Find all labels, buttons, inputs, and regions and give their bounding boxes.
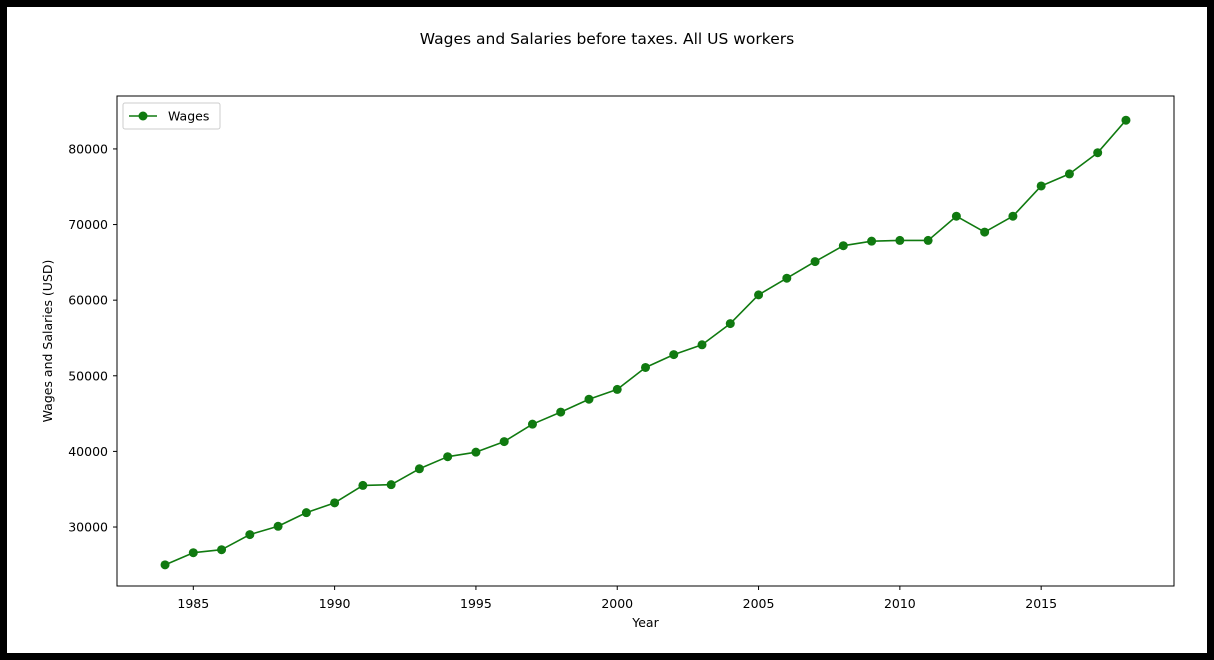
x-tick-label: 1985: [177, 596, 209, 611]
data-point: [386, 480, 396, 490]
data-point: [669, 350, 679, 360]
data-point: [527, 419, 537, 429]
data-point: [443, 452, 453, 462]
data-point: [641, 362, 650, 372]
x-tick-label: 2015: [1025, 596, 1057, 611]
x-tick-label: 2005: [743, 596, 775, 611]
data-point: [414, 464, 424, 474]
data-point: [217, 545, 227, 555]
data-point: [556, 407, 566, 417]
data-point: [810, 257, 820, 267]
data-point: [358, 480, 368, 490]
legend-box: [122, 102, 221, 130]
data-point: [330, 498, 340, 508]
data-point: [301, 508, 311, 518]
data-point: [895, 235, 905, 245]
data-point: [1093, 148, 1103, 158]
data-point: [584, 394, 594, 404]
y-tick-label: 40000: [68, 444, 108, 459]
x-axis-label: Year: [631, 615, 659, 630]
chart-title: Wages and Salaries before taxes. All US …: [419, 30, 795, 48]
legend-marker: [138, 111, 148, 121]
data-point: [499, 437, 509, 447]
data-point: [754, 290, 764, 300]
data-point: [612, 384, 622, 394]
y-tick-label: 30000: [68, 520, 108, 535]
x-tick-label: 2000: [601, 596, 633, 611]
data-point: [697, 340, 707, 350]
x-axis: 1985 1990 1995 2000 2005 2010 2015: [177, 586, 1057, 611]
data-point: [188, 548, 198, 558]
data-point: [782, 273, 792, 283]
data-point: [725, 319, 735, 329]
legend-label-wages: Wages: [168, 109, 209, 124]
y-axis: 30000 40000 50000 60000 70000 80000: [68, 141, 117, 535]
y-tick-label: 70000: [68, 217, 108, 232]
y-tick-label: 50000: [68, 368, 108, 383]
data-point: [160, 560, 170, 570]
y-tick-label: 80000: [68, 141, 108, 156]
series-line-wages: [164, 119, 1127, 566]
data-point: [951, 211, 961, 221]
data-point: [1121, 115, 1131, 125]
y-tick-label: 60000: [68, 293, 108, 308]
data-point: [980, 227, 990, 237]
data-point: [867, 236, 877, 246]
data-point: [1008, 211, 1018, 221]
data-point: [923, 235, 933, 245]
legend: Wages: [122, 102, 221, 130]
x-tick-label: 1990: [319, 596, 351, 611]
data-point: [838, 241, 848, 251]
data-point: [273, 521, 283, 531]
data-point: [1064, 169, 1074, 179]
plot-area: [116, 95, 1175, 587]
data-point: [245, 530, 255, 540]
data-point: [471, 447, 481, 457]
y-axis-label: Wages and Salaries (USD): [40, 260, 55, 423]
series-layer: [160, 115, 1131, 570]
x-tick-label: 1995: [460, 596, 492, 611]
x-tick-label: 2010: [884, 596, 916, 611]
data-point: [1036, 181, 1046, 191]
